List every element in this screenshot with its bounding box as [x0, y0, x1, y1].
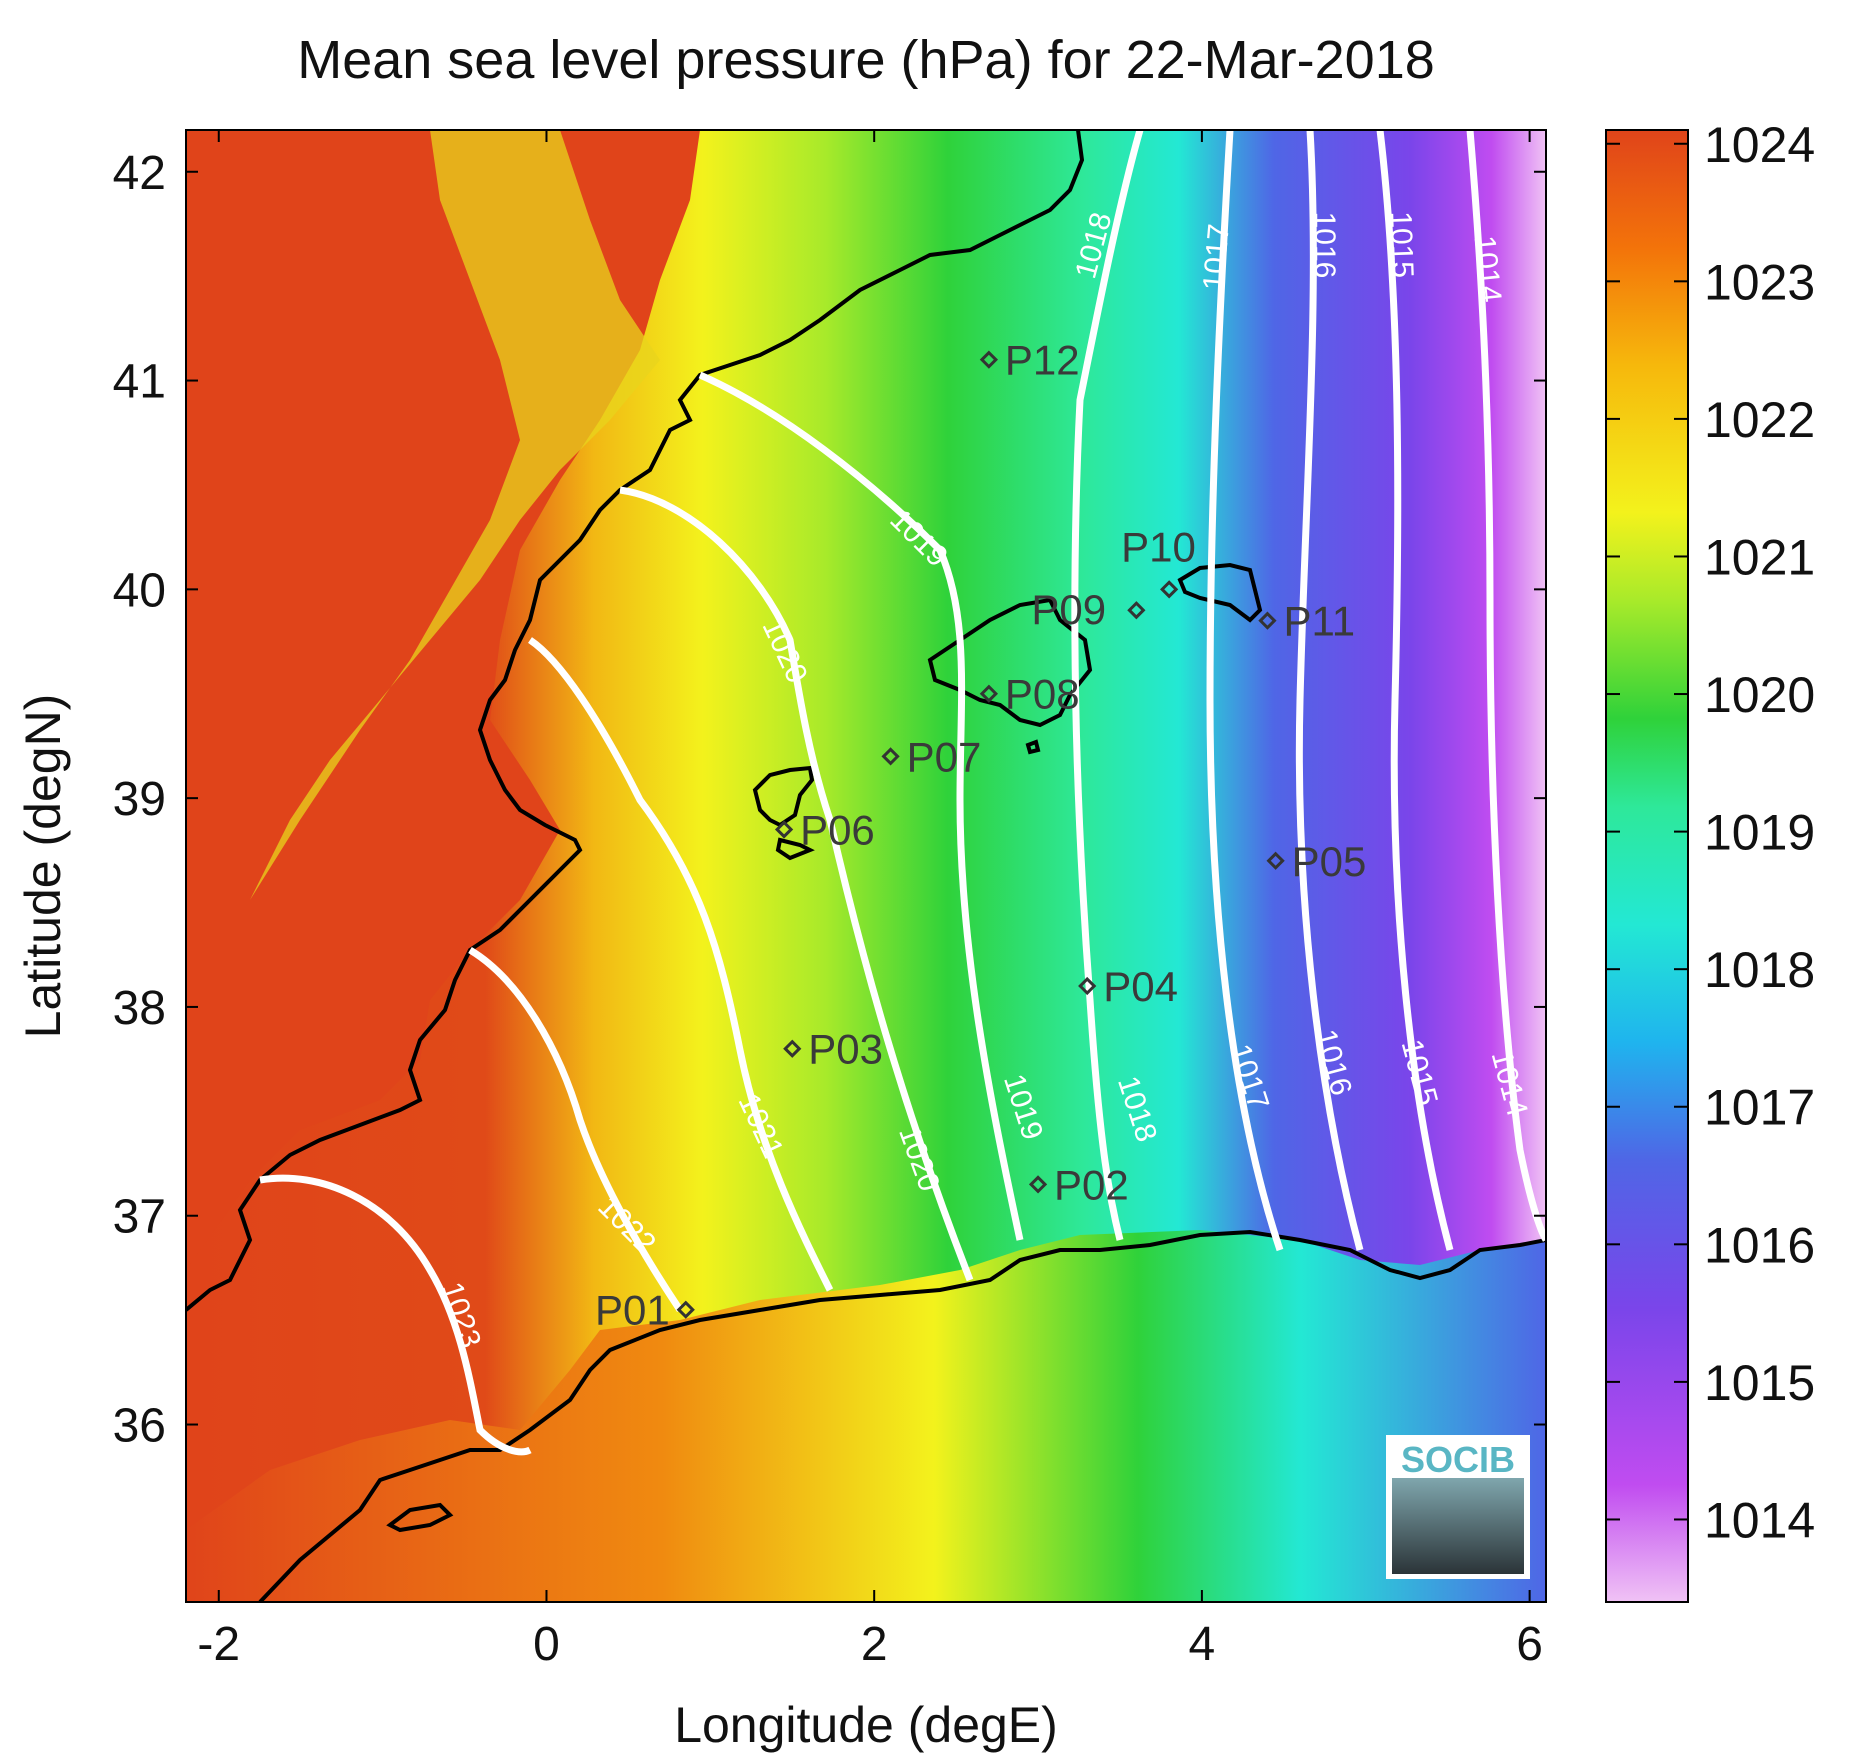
colorbar-tick-label: 1019 [1704, 805, 1815, 861]
station-label: P03 [808, 1026, 883, 1073]
stations: P01 P02 P03 P04 P05 P06 P07 P08 P09 P10 P11 P12 [595, 337, 1366, 1334]
y-tick-label: 40 [113, 564, 166, 617]
chart-title: Mean sea level pressure (hPa) for 22-Mar… [297, 30, 1435, 90]
island-menorca [1177, 562, 1263, 623]
island-cabrera [1025, 739, 1041, 755]
x-tick-label: -2 [197, 1618, 240, 1671]
station-label: P06 [800, 806, 875, 853]
isobar-1020 [619, 486, 974, 1282]
station-label: P04 [1103, 963, 1178, 1010]
station-label: P07 [907, 733, 982, 780]
station-marker [979, 350, 999, 369]
coast-alboran-island [386, 1502, 454, 1533]
station-marker [783, 1039, 802, 1058]
isobar-1021 [528, 637, 834, 1292]
isobar-1023 [259, 1174, 532, 1456]
logo-text: SOCIB [1401, 1439, 1515, 1480]
isobar-label-1014: 1014 [1468, 234, 1508, 304]
y-tick-label: 37 [113, 1191, 166, 1244]
isobar-1019 [698, 371, 1024, 1241]
x-tick-label: 0 [533, 1618, 560, 1671]
land-africa [186, 1230, 1546, 1602]
station-marker [676, 1300, 695, 1319]
y-tick-label: 41 [113, 356, 166, 409]
station-label: P12 [1005, 337, 1080, 384]
isobar-label-1016: 1016 [1308, 212, 1341, 279]
station-marker [1078, 976, 1097, 996]
station-label: P02 [1054, 1161, 1129, 1208]
colorbar-scale [1605, 129, 1689, 1603]
isobar-1018 [1071, 130, 1144, 1241]
isobar-label-1015: 1015 [1384, 211, 1419, 279]
colorbar-tick-label: 1015 [1704, 1355, 1815, 1411]
island-formentera [775, 837, 815, 861]
isobar-1016 [1295, 130, 1364, 1251]
island-mallorca [927, 597, 1093, 728]
x-tick-label: 2 [861, 1618, 888, 1671]
y-tick-label: 38 [113, 982, 166, 1035]
map-plot: 1014 1014 1015 1015 1016 1016 1017 1017 … [186, 130, 1546, 1602]
station-label: P01 [595, 1287, 670, 1334]
y-axis-label: Latitude (degN) [15, 694, 71, 1039]
isobars [259, 130, 1546, 1456]
colorbar-tick-label: 1023 [1704, 254, 1815, 310]
colorbar-tick-label: 1020 [1704, 667, 1815, 723]
colorbar-tick-label: 1021 [1704, 529, 1815, 585]
station-marker [979, 684, 999, 703]
logo-wave [1392, 1478, 1524, 1574]
colorbar-tick-label: 1022 [1704, 392, 1815, 448]
station-marker [881, 747, 900, 766]
station-marker [1028, 1175, 1048, 1194]
socib-logo: SOCIB [1386, 1435, 1530, 1579]
station-label: P05 [1292, 838, 1367, 885]
x-tick-label: 4 [1189, 1618, 1216, 1671]
plot-frame [185, 129, 1547, 1603]
isobar-1014 [1466, 130, 1546, 1242]
isobar-labels: 1014 1014 1015 1015 1016 1016 1017 1017 … [435, 209, 1534, 1352]
colorbar-tick-label: 1018 [1704, 942, 1815, 998]
station-marker [1127, 601, 1146, 620]
station-marker [1258, 611, 1277, 630]
station-marker [774, 820, 794, 839]
y-tick-label: 36 [113, 1400, 166, 1453]
colorbar-tick-label: 1016 [1704, 1217, 1815, 1273]
colorbar: 1014 1015 1016 1017 1018 1019 1020 1021 1022 1023… [1605, 117, 1815, 1603]
land-iberia-yellow-band [210, 130, 660, 980]
x-axis-label: Longitude (degE) [674, 1697, 1058, 1753]
y-axis: 36 37 38 39 40 41 42 [113, 147, 1546, 1453]
station-marker [1266, 851, 1285, 870]
coast-iberia [186, 130, 1085, 1312]
y-tick-label: 39 [113, 773, 166, 826]
colorbar-ticks: 1014 1015 1016 1017 1018 1019 1020 1021 1022 1023… [1606, 117, 1815, 1548]
isobar-1015 [1376, 130, 1454, 1251]
coastlines [186, 130, 1546, 1602]
station-label: P08 [1005, 671, 1080, 718]
station-label: P11 [1283, 598, 1355, 645]
station-label: P10 [1121, 523, 1196, 570]
colorbar-tick-label: 1017 [1704, 1080, 1815, 1136]
coast-africa [258, 1229, 1546, 1602]
x-axis: -2 0 2 4 6 [197, 130, 1543, 1671]
isobar-1017 [1206, 130, 1284, 1252]
colorbar-tick-label: 1014 [1704, 1492, 1815, 1548]
isobar-label-1017: 1017 [1197, 222, 1236, 291]
colorbar-tick-label: 1024 [1704, 117, 1815, 173]
y-tick-label: 42 [113, 147, 166, 200]
x-tick-label: 6 [1516, 1618, 1543, 1671]
station-marker [1160, 580, 1179, 599]
island-ibiza [752, 765, 815, 828]
station-label: P09 [1031, 586, 1106, 633]
isobar-1022 [468, 946, 683, 1312]
